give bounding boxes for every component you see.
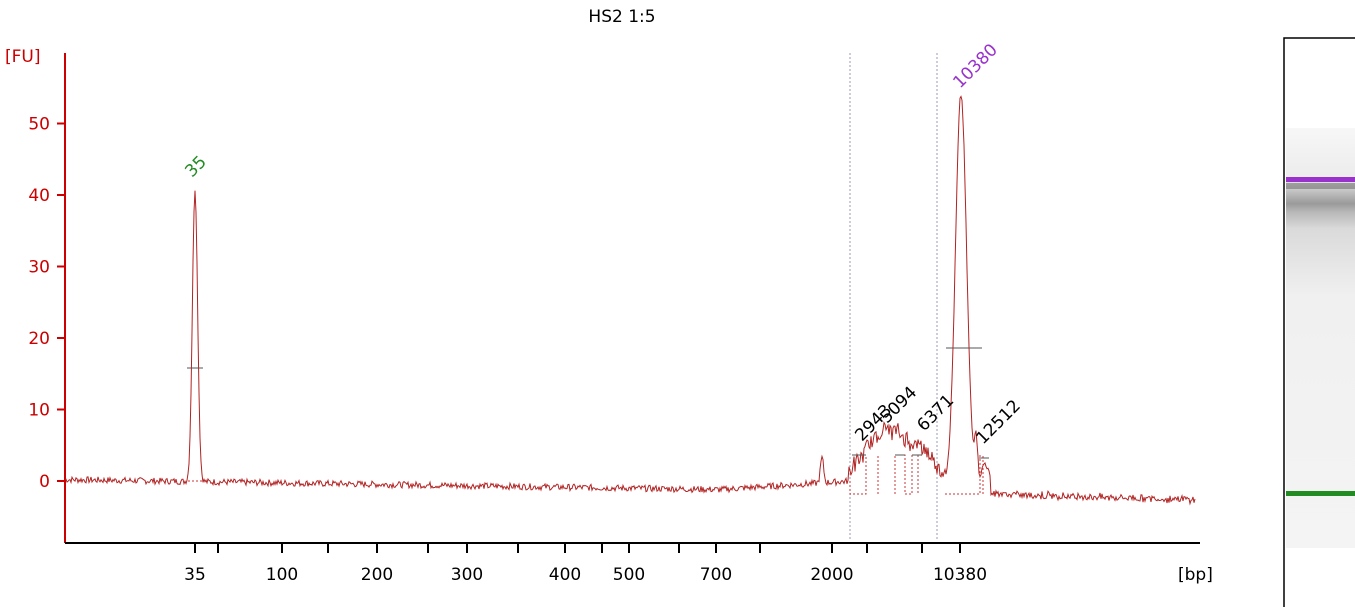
- x-tick-label: 200: [361, 565, 393, 585]
- peak-label-35: 35: [181, 152, 210, 181]
- peak-label-10380: 10380: [949, 40, 1001, 92]
- y-tick-label: 0: [39, 472, 50, 492]
- y-tick-label: 30: [28, 258, 50, 278]
- gel-band-10380: [1286, 183, 1355, 189]
- x-tick-label: 300: [451, 565, 483, 585]
- chart-title: HS2 1:5: [588, 7, 655, 27]
- y-axis-label: [FU]: [5, 47, 41, 67]
- peak-label-12512: 12512: [972, 396, 1024, 448]
- gel-upper-marker-band: [1286, 177, 1355, 182]
- x-tick-label: 10380: [933, 565, 987, 585]
- x-tick-label: 35: [184, 565, 206, 585]
- peak-half-height-marks: [187, 347, 989, 459]
- x-axis-label: [bp]: [1178, 565, 1213, 585]
- x-tick-label: 700: [700, 565, 732, 585]
- y-tick-label: 20: [28, 329, 50, 349]
- electropherogram-trace: [64, 95, 1196, 506]
- y-tick-label: 10: [28, 401, 50, 421]
- x-tick-label: 100: [266, 565, 298, 585]
- x-tick-label: 2000: [810, 565, 853, 585]
- x-tick-label: 400: [549, 565, 581, 585]
- x-axis-ticks: 35 100 200 300 400 500 700 2000 10380: [184, 543, 987, 585]
- gel-lane-body: [1286, 128, 1355, 548]
- y-axis-ticks: 0 10 20 30 40 50: [28, 115, 65, 492]
- y-tick-label: 50: [28, 115, 50, 135]
- gel-lane: [1283, 37, 1355, 607]
- x-tick-label: 500: [613, 565, 645, 585]
- y-tick-label: 40: [28, 186, 50, 206]
- peak-baselines: [188, 454, 984, 495]
- gel-lower-marker-band: [1286, 491, 1355, 496]
